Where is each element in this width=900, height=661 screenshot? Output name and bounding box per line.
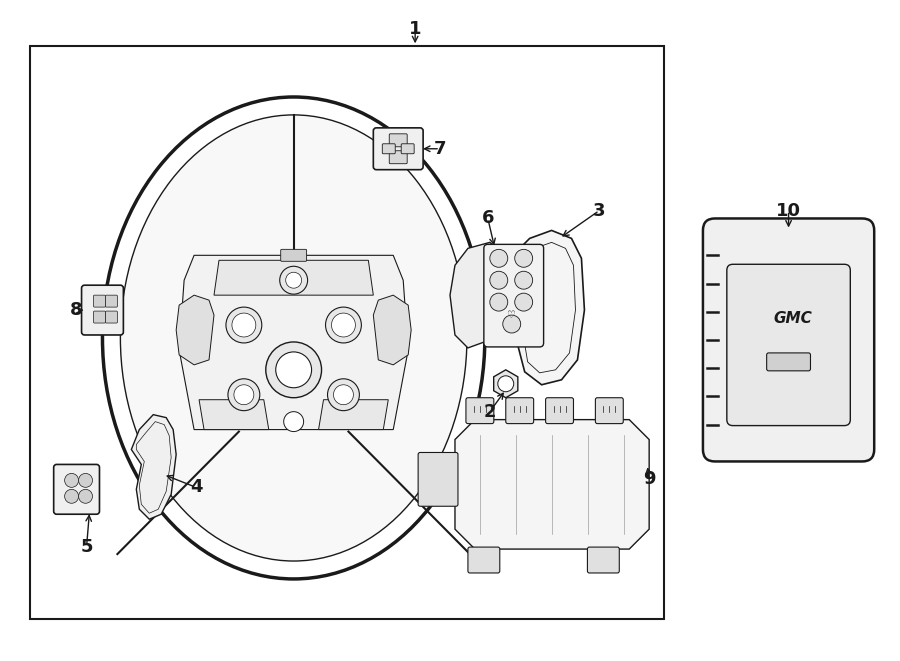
FancyBboxPatch shape	[767, 353, 811, 371]
Ellipse shape	[498, 376, 514, 392]
Polygon shape	[179, 255, 409, 430]
FancyBboxPatch shape	[418, 453, 458, 506]
Text: ♡: ♡	[507, 310, 515, 320]
FancyBboxPatch shape	[54, 465, 100, 514]
Text: 8: 8	[70, 301, 83, 319]
Ellipse shape	[503, 315, 521, 333]
Polygon shape	[319, 400, 388, 430]
FancyBboxPatch shape	[401, 144, 414, 154]
Text: 4: 4	[190, 479, 203, 496]
Ellipse shape	[331, 313, 356, 337]
FancyBboxPatch shape	[105, 295, 117, 307]
Ellipse shape	[285, 272, 302, 288]
Ellipse shape	[78, 473, 93, 487]
FancyBboxPatch shape	[94, 295, 105, 307]
Polygon shape	[450, 243, 502, 348]
Polygon shape	[176, 295, 214, 365]
Text: 7: 7	[434, 139, 446, 158]
Text: 6: 6	[482, 210, 494, 227]
Ellipse shape	[328, 379, 359, 410]
Ellipse shape	[280, 266, 308, 294]
FancyBboxPatch shape	[468, 547, 500, 573]
FancyBboxPatch shape	[382, 144, 395, 154]
Ellipse shape	[234, 385, 254, 405]
Ellipse shape	[65, 489, 78, 503]
Polygon shape	[214, 260, 374, 295]
Text: 1: 1	[409, 20, 421, 38]
Ellipse shape	[515, 293, 533, 311]
Polygon shape	[131, 414, 176, 519]
Ellipse shape	[266, 342, 321, 398]
Ellipse shape	[232, 313, 256, 337]
Text: GMC: GMC	[773, 311, 812, 326]
FancyBboxPatch shape	[390, 134, 407, 147]
FancyBboxPatch shape	[466, 398, 494, 424]
Text: 5: 5	[80, 538, 93, 556]
FancyBboxPatch shape	[94, 311, 105, 323]
Ellipse shape	[490, 249, 508, 267]
Polygon shape	[455, 420, 649, 549]
Polygon shape	[494, 370, 518, 398]
Text: 9: 9	[643, 471, 655, 488]
Text: 10: 10	[776, 202, 801, 219]
Ellipse shape	[121, 115, 467, 561]
FancyBboxPatch shape	[506, 398, 534, 424]
Ellipse shape	[275, 352, 311, 388]
Polygon shape	[114, 97, 473, 262]
Ellipse shape	[226, 307, 262, 343]
Polygon shape	[199, 400, 269, 430]
FancyBboxPatch shape	[374, 128, 423, 170]
Ellipse shape	[65, 473, 78, 487]
Polygon shape	[516, 231, 584, 385]
FancyBboxPatch shape	[281, 249, 307, 261]
FancyBboxPatch shape	[545, 398, 573, 424]
FancyBboxPatch shape	[596, 398, 624, 424]
Polygon shape	[374, 295, 411, 365]
Ellipse shape	[490, 293, 508, 311]
Ellipse shape	[103, 97, 485, 579]
Ellipse shape	[515, 271, 533, 289]
Ellipse shape	[490, 271, 508, 289]
Text: 3: 3	[593, 202, 606, 219]
Ellipse shape	[228, 379, 260, 410]
FancyBboxPatch shape	[588, 547, 619, 573]
Ellipse shape	[326, 307, 362, 343]
FancyBboxPatch shape	[703, 219, 874, 461]
FancyBboxPatch shape	[105, 311, 117, 323]
Bar	[30, 46, 664, 619]
FancyBboxPatch shape	[484, 245, 544, 347]
Ellipse shape	[334, 385, 354, 405]
Ellipse shape	[78, 489, 93, 503]
FancyBboxPatch shape	[82, 285, 123, 335]
Ellipse shape	[284, 412, 303, 432]
Text: 2: 2	[483, 403, 496, 420]
FancyBboxPatch shape	[390, 151, 407, 164]
Ellipse shape	[515, 249, 533, 267]
FancyBboxPatch shape	[727, 264, 850, 426]
